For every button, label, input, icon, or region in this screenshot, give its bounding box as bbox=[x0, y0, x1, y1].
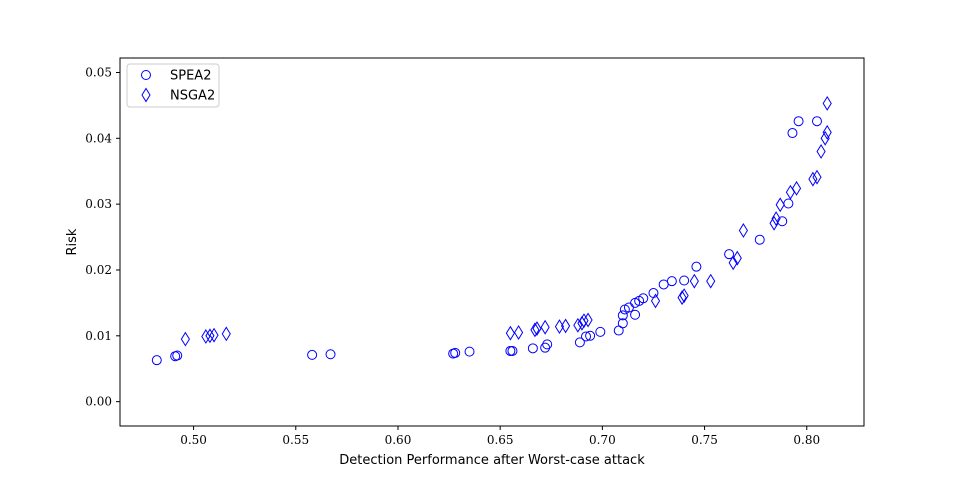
point-nsga2 bbox=[816, 144, 826, 159]
plot-area bbox=[120, 58, 864, 426]
point-spea2 bbox=[630, 309, 641, 320]
x-tick-label: 0.50 bbox=[180, 433, 207, 447]
x-tick-label: 0.55 bbox=[282, 433, 309, 447]
point-spea2 bbox=[325, 349, 336, 360]
point-nsga2 bbox=[679, 288, 689, 304]
point-nsga2 bbox=[822, 95, 832, 111]
point-nsga2 bbox=[209, 327, 219, 343]
data-marks bbox=[151, 95, 832, 366]
point-spea2 bbox=[811, 116, 822, 127]
point-spea2 bbox=[777, 216, 788, 227]
point-nsga2 bbox=[530, 322, 540, 338]
point-nsga2 bbox=[775, 197, 785, 213]
y-tick-label: 0.01 bbox=[85, 329, 112, 343]
y-tick-label: 0.00 bbox=[85, 395, 112, 409]
point-nsga2 bbox=[738, 223, 748, 238]
point-spea2 bbox=[754, 234, 765, 245]
point-nsga2 bbox=[579, 313, 589, 329]
point-nsga2 bbox=[677, 290, 687, 306]
point-nsga2 bbox=[583, 312, 593, 328]
point-spea2 bbox=[507, 345, 518, 356]
point-nsga2 bbox=[732, 250, 742, 266]
y-axis-label: Risk bbox=[65, 228, 80, 255]
point-spea2 bbox=[542, 339, 553, 350]
point-nsga2 bbox=[180, 331, 190, 347]
point-spea2 bbox=[666, 276, 677, 287]
x-tick-label: 0.65 bbox=[487, 433, 514, 447]
x-tick-label: 0.70 bbox=[589, 433, 616, 447]
legend-label-spea2: SPEA2 bbox=[170, 69, 211, 84]
point-nsga2 bbox=[221, 326, 231, 342]
point-spea2 bbox=[691, 261, 702, 272]
x-axis-ticks: 0.50 0.55 0.60 0.65 0.70 0.75 0.80 bbox=[180, 426, 820, 447]
point-nsga2 bbox=[728, 255, 738, 271]
point-nsga2 bbox=[791, 180, 802, 196]
point-spea2 bbox=[527, 343, 538, 354]
x-axis-label: Detection Performance after Worst-case a… bbox=[339, 453, 645, 468]
point-nsga2 bbox=[650, 293, 661, 309]
point-spea2 bbox=[464, 346, 475, 357]
point-nsga2 bbox=[769, 215, 779, 231]
y-tick-label: 0.04 bbox=[85, 131, 112, 145]
point-spea2 bbox=[172, 350, 183, 361]
y-tick-label: 0.02 bbox=[85, 263, 112, 277]
point-nsga2 bbox=[505, 325, 515, 341]
y-axis-ticks: 0.00 0.01 0.02 0.03 0.04 0.05 bbox=[85, 65, 120, 409]
point-spea2 bbox=[617, 318, 628, 329]
y-tick-label: 0.03 bbox=[85, 197, 112, 211]
legend-marker-spea2 bbox=[141, 70, 151, 80]
point-spea2 bbox=[595, 326, 606, 337]
point-nsga2 bbox=[201, 329, 211, 344]
point-spea2 bbox=[540, 342, 551, 353]
point-nsga2 bbox=[812, 169, 822, 185]
point-nsga2 bbox=[771, 211, 781, 227]
point-nsga2 bbox=[822, 124, 832, 140]
plot-frame bbox=[119, 57, 865, 427]
legend-label-nsga2: NSGA2 bbox=[170, 89, 215, 104]
point-nsga2 bbox=[560, 318, 571, 334]
point-spea2 bbox=[724, 249, 735, 260]
point-nsga2 bbox=[540, 319, 550, 335]
point-nsga2 bbox=[808, 171, 818, 187]
point-nsga2 bbox=[820, 130, 830, 146]
point-nsga2 bbox=[205, 328, 215, 344]
x-tick-label: 0.80 bbox=[793, 433, 820, 447]
point-spea2 bbox=[450, 347, 461, 358]
point-nsga2 bbox=[573, 317, 583, 333]
point-spea2 bbox=[581, 331, 592, 342]
point-nsga2 bbox=[689, 273, 699, 289]
point-spea2 bbox=[307, 349, 318, 360]
point-nsga2 bbox=[706, 273, 716, 289]
legend-marker-nsga2 bbox=[141, 87, 151, 103]
point-spea2 bbox=[617, 310, 628, 321]
point-nsga2 bbox=[532, 321, 542, 337]
point-spea2 bbox=[151, 355, 162, 366]
point-spea2 bbox=[574, 337, 585, 348]
point-spea2 bbox=[585, 330, 596, 341]
point-nsga2 bbox=[513, 325, 524, 340]
y-tick-label: 0.05 bbox=[85, 65, 112, 79]
point-spea2 bbox=[638, 293, 649, 304]
x-tick-label: 0.75 bbox=[691, 433, 718, 447]
point-spea2 bbox=[787, 128, 798, 139]
x-tick-label: 0.60 bbox=[385, 433, 412, 447]
point-spea2 bbox=[793, 116, 804, 127]
point-spea2 bbox=[679, 275, 690, 286]
legend: SPEA2 NSGA2 bbox=[126, 63, 220, 108]
